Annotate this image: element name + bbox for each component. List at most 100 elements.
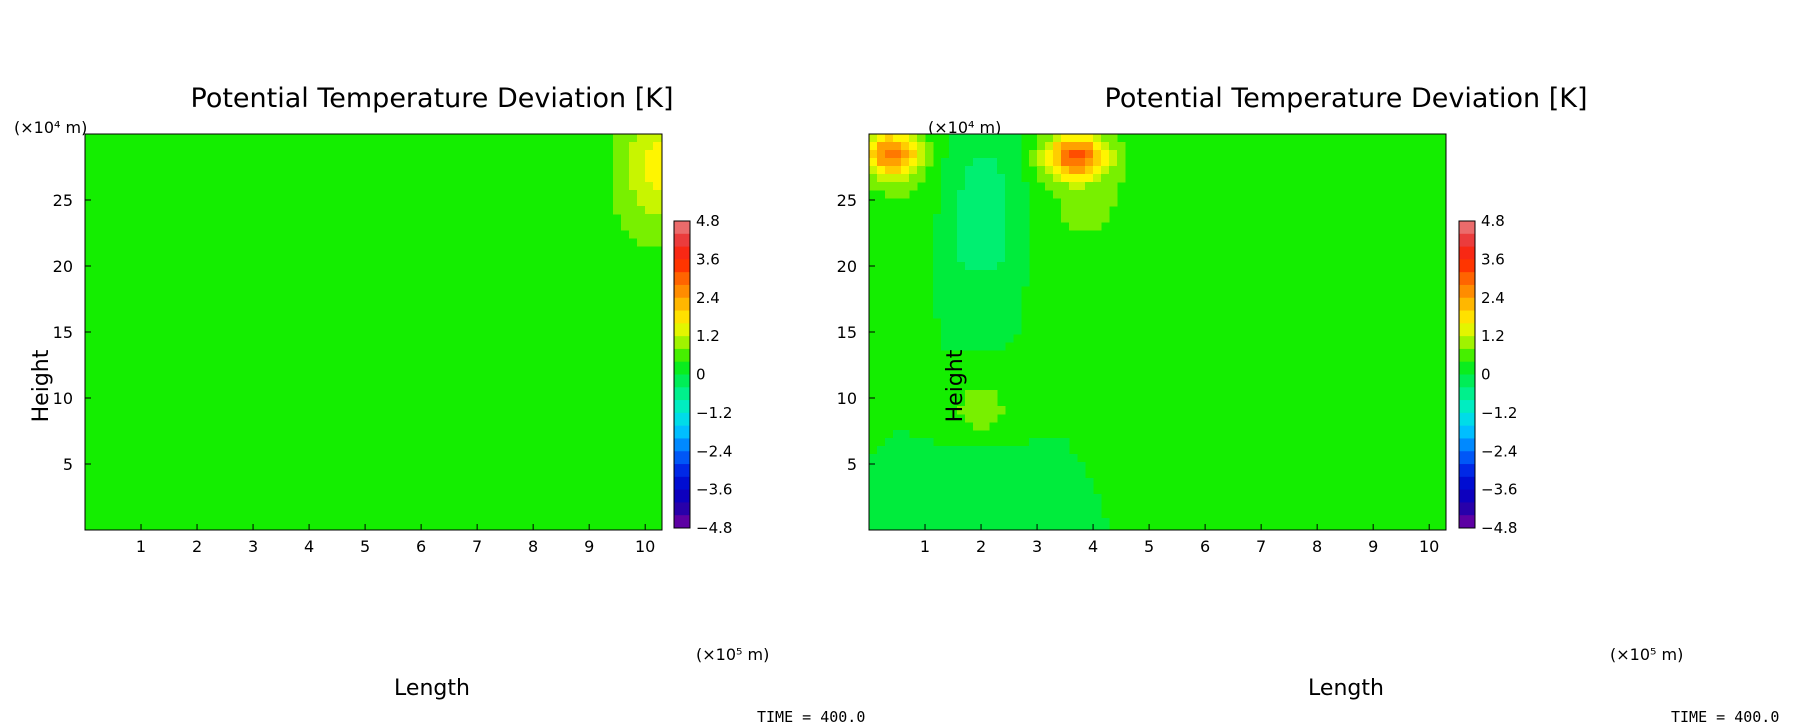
field-cell <box>997 462 1006 471</box>
field-cell <box>1061 518 1070 527</box>
field-cell <box>1013 326 1022 335</box>
field-cell <box>877 166 886 175</box>
field-cell <box>1117 150 1126 159</box>
colorbar-label: −3.6 <box>1481 481 1517 499</box>
field-cell <box>613 158 622 167</box>
field-cell <box>989 230 998 239</box>
colorbar-swatch <box>1459 489 1475 503</box>
field-cell <box>941 510 950 519</box>
field-cell <box>869 470 878 479</box>
field-cell <box>1005 142 1014 151</box>
field-cell <box>1005 270 1014 279</box>
field-cell <box>957 318 966 327</box>
field-cell <box>1053 134 1062 143</box>
field-cell <box>997 310 1006 319</box>
field-cell <box>917 478 926 487</box>
field-cell <box>933 246 942 255</box>
field-cell <box>997 198 1006 207</box>
field-cell <box>909 494 918 503</box>
field-cell <box>989 414 998 423</box>
field-cell <box>965 390 974 399</box>
field-cell <box>1069 206 1078 215</box>
x-tick-label: 4 <box>304 537 314 556</box>
field-cell <box>933 462 942 471</box>
field-cell <box>869 134 878 143</box>
field-cell <box>1021 222 1030 231</box>
y-tick-label: 25 <box>837 191 857 210</box>
field-cell <box>1053 166 1062 175</box>
field-cell <box>629 222 638 231</box>
field-cell <box>941 246 950 255</box>
field-cell <box>1005 214 1014 223</box>
field-cell <box>1077 166 1086 175</box>
field-cell <box>981 214 990 223</box>
field-cell <box>997 222 1006 231</box>
field-cell <box>949 134 958 143</box>
y-tick-label: 15 <box>837 323 857 342</box>
field-cell <box>877 182 886 191</box>
field-cell <box>1005 150 1014 159</box>
field-cell <box>949 230 958 239</box>
field-cell <box>909 486 918 495</box>
field-cell <box>997 230 1006 239</box>
field-cell <box>981 446 990 455</box>
field-cell <box>1021 214 1030 223</box>
field-cell <box>901 190 910 199</box>
field-cell <box>1093 190 1102 199</box>
field-cell <box>989 454 998 463</box>
field-cell <box>941 302 950 311</box>
y-axis-ticks: 5 10 15 20 25 <box>53 191 91 474</box>
field-cell <box>1005 278 1014 287</box>
field-cell <box>1061 478 1070 487</box>
field-cell <box>1005 462 1014 471</box>
colorbar-swatch <box>674 336 690 350</box>
field-cell <box>965 478 974 487</box>
field-cell <box>901 494 910 503</box>
field-cell <box>1005 454 1014 463</box>
field-cell <box>949 206 958 215</box>
field-cell <box>1005 302 1014 311</box>
field-cell <box>1021 230 1030 239</box>
field-cell <box>1061 182 1070 191</box>
field-cell <box>1021 278 1030 287</box>
field-cell <box>957 502 966 511</box>
field-cell <box>885 446 894 455</box>
field-cell <box>973 494 982 503</box>
field-cell <box>917 166 926 175</box>
field-cell <box>653 206 662 215</box>
field-cell <box>941 206 950 215</box>
field-cell <box>1109 134 1118 143</box>
field-cell <box>933 502 942 511</box>
field-cell <box>957 494 966 503</box>
field-cell <box>1021 470 1030 479</box>
colorbar-swatch <box>674 310 690 324</box>
field-cell <box>1093 518 1102 527</box>
y-axis-ticks: 5 10 15 20 25 <box>837 191 875 474</box>
x-tick-label: 6 <box>1200 537 1210 556</box>
field-cell <box>1021 190 1030 199</box>
field-cell <box>973 278 982 287</box>
field-cell <box>1085 206 1094 215</box>
field-cell <box>965 166 974 175</box>
field-cell <box>973 502 982 511</box>
field-cell <box>957 254 966 263</box>
field-cell <box>933 222 942 231</box>
colorbar-swatch <box>1459 336 1475 350</box>
field-cell <box>1093 502 1102 511</box>
field-cell <box>653 166 662 175</box>
field-cell <box>925 158 934 167</box>
field-cell <box>957 526 966 531</box>
field-cell <box>869 150 878 159</box>
field-cell <box>629 134 638 143</box>
field-cell <box>973 526 982 531</box>
field-cell <box>621 182 630 191</box>
field-cell <box>1109 142 1118 151</box>
field-cell <box>1013 150 1022 159</box>
field-cell <box>973 182 982 191</box>
colorbar-swatch <box>1459 451 1475 465</box>
field-cell <box>941 326 950 335</box>
field-cell <box>981 454 990 463</box>
field-cell <box>965 190 974 199</box>
field-cell <box>1093 494 1102 503</box>
